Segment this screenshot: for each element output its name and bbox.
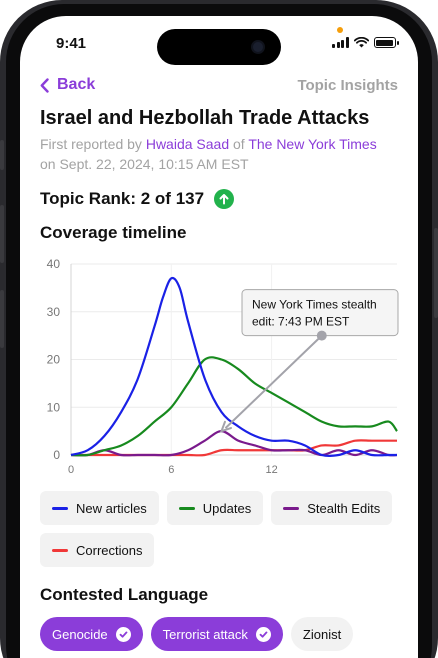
topic-rank-text: Topic Rank: 2 of 137 [40, 189, 205, 208]
annotation-box [241, 289, 399, 337]
x-tick-label: 6 [168, 464, 174, 476]
series-line-new-articles [70, 276, 397, 458]
legend-label: Stealth Edits [307, 500, 381, 516]
contested-language-heading: Contested Language [40, 585, 209, 604]
chevron-left-icon [40, 77, 49, 93]
annotation-anchor-dot [316, 330, 327, 341]
series-line-updates [70, 356, 398, 457]
cellular-signal-icon [332, 37, 349, 48]
topic-rank: Topic Rank: 2 of 137 [40, 189, 235, 209]
publication-link[interactable]: The New York Times [248, 136, 377, 152]
y-tick-label: 40 [47, 257, 61, 271]
side-button-top [0, 140, 4, 170]
nav-title: Topic Insights [297, 77, 398, 94]
legend-swatch [52, 548, 68, 552]
legend-item-corrections[interactable]: Corrections [40, 533, 155, 567]
camera-icon [251, 40, 265, 54]
privacy-indicator-icon [337, 27, 343, 33]
y-tick-label: 20 [47, 353, 61, 367]
legend-item-stealth-edits[interactable]: Stealth Edits [271, 491, 393, 525]
status-icons [332, 37, 399, 48]
y-tick-label: 30 [47, 305, 61, 319]
back-button[interactable]: Back [40, 76, 95, 94]
legend-item-new-articles[interactable]: New articles [40, 491, 159, 525]
legend-swatch [52, 506, 68, 510]
annotation-arrow [224, 334, 323, 429]
byline-prefix: First reported by [40, 136, 146, 152]
coverage-timeline-chart: 0 10 20 30 40 0 6 12 New York Times stealth edit:… [47, 257, 399, 476]
contested-terms: Genocide Terrorist attack Zionist [40, 617, 354, 651]
y-tick-label: 10 [47, 400, 61, 414]
screen: 9:41 Back Topic Insights Israel and Hezb… [20, 16, 418, 658]
dynamic-island [157, 29, 281, 65]
battery-icon [373, 37, 399, 48]
contested-term-label: Genocide [52, 626, 108, 642]
annotation-text-line2: edit: 7:43 PM EST [252, 315, 350, 329]
check-circle-icon [115, 626, 131, 642]
trend-up-icon [214, 189, 235, 209]
legend-label: Corrections [76, 542, 143, 558]
legend-swatch [178, 506, 195, 510]
series-line-stealth-edits [70, 430, 398, 457]
x-tick-label: 0 [68, 464, 74, 476]
contested-term-label: Terrorist attack [162, 626, 248, 642]
contested-term-label: Zionist [302, 626, 342, 642]
byline-of: of [229, 136, 249, 152]
page-title: Israel and Hezbollah Trade Attacks [40, 107, 370, 129]
legend-swatch [283, 506, 300, 510]
legend-item-updates[interactable]: Updates [166, 491, 264, 525]
chart-legend: New articles Updates Stealth Edits Correcti… [40, 491, 400, 567]
y-tick-label: 0 [53, 448, 60, 462]
contested-term-chip[interactable]: Terrorist attack [150, 617, 283, 651]
annotation-arrowhead [219, 420, 232, 433]
contested-term-chip[interactable]: Zionist [290, 617, 354, 651]
coverage-timeline-heading: Coverage timeline [40, 223, 187, 242]
status-time: 9:41 [56, 35, 87, 52]
wifi-icon [353, 37, 369, 48]
legend-label: New articles [76, 500, 147, 516]
side-button-power [434, 228, 438, 318]
legend-label: Updates [202, 500, 252, 516]
back-label: Back [57, 76, 96, 93]
annotation-text-line1: New York Times stealth [252, 298, 377, 312]
navigation-bar: Back Topic Insights [40, 76, 398, 98]
side-button-volume-down [0, 290, 4, 348]
publish-date: on Sept. 22, 2024, 10:15 AM EST [40, 156, 249, 172]
side-button-volume-up [0, 205, 4, 263]
x-tick-label: 12 [265, 464, 277, 476]
contested-term-chip[interactable]: Genocide [40, 617, 143, 651]
author-link[interactable]: Hwaida Saad [145, 136, 230, 152]
check-circle-icon [255, 626, 271, 642]
byline: First reported by Hwaida Saad of The New… [40, 134, 400, 174]
